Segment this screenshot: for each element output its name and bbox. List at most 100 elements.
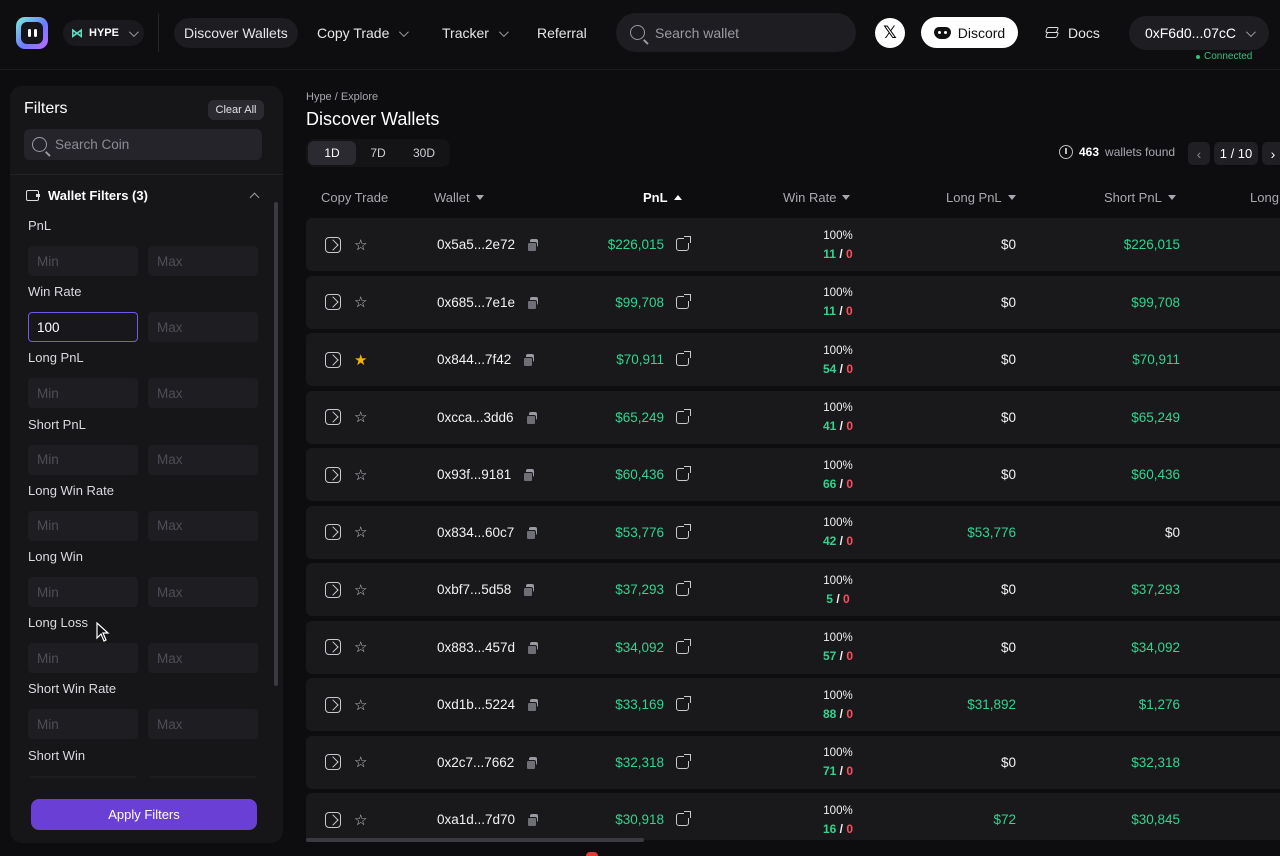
x-twitter-button[interactable]: 𝕏 (875, 18, 905, 48)
external-link-icon[interactable] (676, 351, 691, 366)
wallet-address[interactable]: 0x834...60c7 (437, 524, 515, 540)
copy-address-icon[interactable] (526, 756, 538, 770)
col-short-pnl[interactable]: Short PnL (1104, 190, 1176, 205)
copy-trade-icon[interactable] (325, 236, 341, 253)
external-link-icon[interactable] (676, 581, 691, 596)
max-input[interactable] (157, 716, 252, 732)
copy-address-icon[interactable] (525, 411, 537, 425)
copy-trade-icon[interactable] (325, 294, 341, 310)
tab-30d[interactable]: 30D (412, 146, 435, 160)
min-field[interactable] (28, 577, 138, 607)
table-row[interactable]: ☆ 0x685...7e1e $99,708 100% 11 / 0 $0 $99,708 (306, 275, 1280, 329)
star-icon[interactable]: ☆ (354, 695, 368, 714)
copy-address-icon[interactable] (526, 526, 538, 540)
external-link-icon[interactable] (676, 236, 691, 251)
min-input[interactable] (37, 584, 132, 600)
table-row[interactable]: ☆ 0xa1d...7d70 $30,918 100% 16 / 0 $72 $30,845 (306, 793, 1280, 840)
chevron-up-icon[interactable] (249, 192, 260, 203)
max-input[interactable] (157, 584, 252, 600)
copy-address-icon[interactable] (523, 469, 535, 482)
min-input[interactable] (37, 319, 132, 335)
external-link-icon[interactable] (676, 523, 691, 539)
min-input[interactable] (37, 452, 132, 468)
max-input[interactable] (157, 253, 252, 269)
star-icon[interactable]: ☆ (354, 408, 368, 426)
max-input[interactable] (157, 319, 252, 335)
min-field[interactable] (28, 312, 138, 343)
min-input[interactable] (37, 716, 132, 732)
copy-trade-icon[interactable] (325, 696, 341, 713)
external-link-icon[interactable] (676, 638, 691, 654)
max-field[interactable] (148, 709, 258, 740)
wallet-address[interactable]: 0x883...457d (437, 639, 516, 655)
table-row[interactable]: ☆ 0x834...60c7 $53,776 100% 42 / 0 $53,776 $0 (306, 505, 1280, 559)
prev-page-button[interactable]: ‹ (1188, 142, 1210, 165)
external-link-icon[interactable] (676, 811, 691, 826)
col-wallet[interactable]: Wallet (434, 190, 484, 205)
copy-address-icon[interactable] (523, 354, 535, 367)
star-icon[interactable]: ☆ (354, 465, 368, 484)
copy-address-icon[interactable] (527, 239, 539, 252)
max-field[interactable] (148, 246, 258, 276)
copy-trade-icon[interactable] (325, 524, 341, 540)
wallet-address[interactable]: 0x5a5...2e72 (437, 237, 516, 252)
wallet-address[interactable]: 0xa1d...7d70 (437, 812, 516, 827)
tab-1d[interactable]: 1D (308, 141, 356, 165)
star-icon[interactable]: ★ (354, 350, 368, 369)
col-win-rate[interactable]: Win Rate (783, 190, 851, 205)
external-link-icon[interactable] (676, 466, 691, 481)
coin-search-input[interactable] (55, 137, 235, 152)
external-link-icon[interactable] (676, 696, 691, 711)
copy-address-icon[interactable] (527, 296, 539, 310)
app-logo[interactable] (16, 17, 48, 49)
min-field[interactable] (28, 444, 138, 475)
max-field[interactable] (148, 577, 258, 607)
table-row[interactable]: ★ 0x844...7f42 $70,911 100% 54 / 0 $0 $70,911 (306, 333, 1280, 386)
min-input[interactable] (37, 650, 132, 666)
table-row[interactable]: ☆ 0xcca...3dd6 $65,249 100% 41 / 0 $0 $65,249 (306, 390, 1280, 444)
copy-address-icon[interactable] (527, 814, 539, 827)
table-row[interactable]: ☆ 0xbf7...5d58 $37,293 100% 5 / 0 $0 $37,293 (306, 563, 1280, 616)
wallet-address[interactable]: 0xd1b...5224 (437, 697, 516, 712)
table-horizontal-scrollbar[interactable] (306, 838, 644, 842)
max-input[interactable] (157, 452, 252, 468)
star-icon[interactable]: ☆ (354, 638, 368, 656)
min-input[interactable] (37, 385, 132, 401)
star-icon[interactable]: ☆ (354, 235, 368, 254)
external-link-icon[interactable] (676, 293, 691, 309)
max-field[interactable] (148, 510, 258, 541)
star-icon[interactable]: ☆ (354, 810, 368, 829)
wallet-address[interactable]: 0x2c7...7662 (437, 754, 515, 770)
col-pnl[interactable]: PnL (643, 190, 682, 205)
star-icon[interactable]: ☆ (354, 523, 368, 541)
apply-filters-button[interactable]: Apply Filters (31, 799, 257, 830)
filters-scrollbar[interactable] (274, 202, 278, 686)
table-row[interactable]: ☆ 0x5a5...2e72 $226,015 100% 11 / 0 $0 $226,01… (306, 218, 1280, 271)
wallet-address[interactable]: 0xcca...3dd6 (437, 409, 514, 425)
col-long-pnl[interactable]: Long PnL (946, 190, 1016, 205)
min-input[interactable] (37, 253, 132, 269)
min-field[interactable] (28, 510, 138, 541)
min-field[interactable] (28, 643, 138, 674)
wallet-address[interactable]: 0x685...7e1e (437, 294, 516, 310)
discord-button[interactable]: Discord (921, 17, 1018, 48)
star-icon[interactable]: ☆ (354, 753, 368, 771)
copy-trade-icon[interactable] (325, 466, 341, 483)
chain-selector[interactable]: ⋈ HYPE (63, 20, 144, 46)
min-input[interactable] (37, 518, 132, 534)
copy-trade-icon[interactable] (325, 811, 341, 828)
table-row[interactable]: ☆ 0x93f...9181 $60,436 100% 66 / 0 $0 $60,436 (306, 448, 1280, 501)
max-field[interactable] (148, 444, 258, 475)
min-field[interactable] (28, 709, 138, 740)
star-icon[interactable]: ☆ (354, 580, 368, 599)
copy-trade-icon[interactable] (325, 639, 341, 655)
max-input[interactable] (157, 518, 252, 534)
wallet-search-input[interactable] (655, 24, 835, 41)
max-field[interactable] (148, 643, 258, 674)
wallet-address[interactable]: 0xbf7...5d58 (437, 582, 512, 597)
star-icon[interactable]: ☆ (354, 293, 368, 311)
table-row[interactable]: ☆ 0x883...457d $34,092 100% 57 / 0 $0 $34,092 (306, 620, 1280, 674)
wallet-address[interactable]: 0x93f...9181 (437, 467, 512, 482)
copy-address-icon[interactable] (523, 584, 535, 597)
copy-address-icon[interactable] (527, 699, 539, 712)
